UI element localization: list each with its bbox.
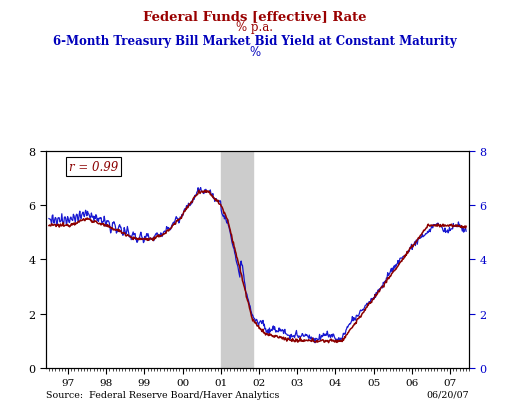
- Text: 6-Month Treasury Bill Market Bid Yield at Constant Maturity: 6-Month Treasury Bill Market Bid Yield a…: [53, 35, 456, 48]
- Text: Federal Funds [effective] Rate: Federal Funds [effective] Rate: [143, 10, 366, 23]
- Text: %: %: [249, 46, 260, 59]
- Text: % p.a.: % p.a.: [236, 20, 273, 34]
- Bar: [220, 151, 252, 368]
- Text: 06/20/07: 06/20/07: [426, 390, 468, 399]
- Text: Source:  Federal Reserve Board/Haver Analytics: Source: Federal Reserve Board/Haver Anal…: [46, 390, 279, 399]
- Text: r = 0.99: r = 0.99: [69, 161, 118, 174]
